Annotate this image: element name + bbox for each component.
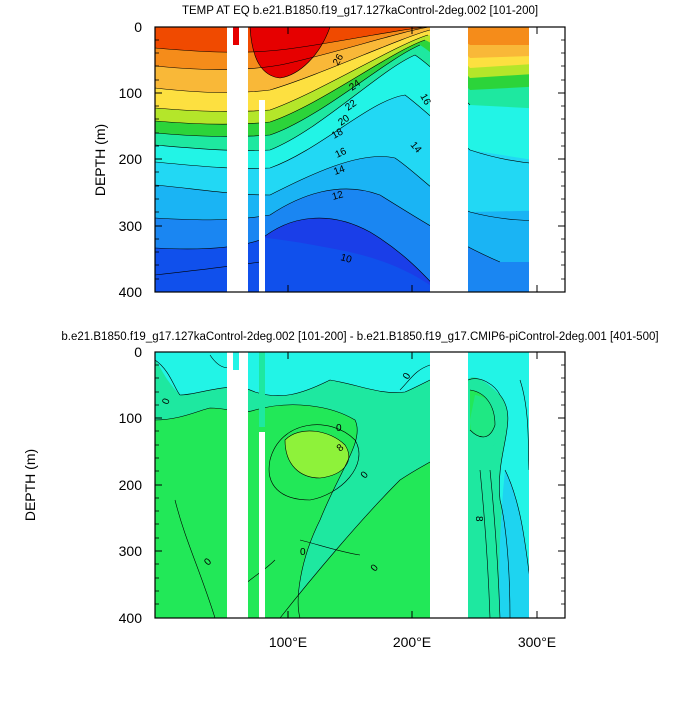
- top-ylabel: DEPTH (m): [92, 124, 108, 196]
- bottom-ylabel: DEPTH (m): [22, 449, 38, 521]
- bottom-band-negative-right: [499, 470, 530, 618]
- bottom-clabel: 0: [300, 547, 306, 558]
- top-clabel: 18: [330, 126, 346, 141]
- top-title: TEMP AT EQ b.e21.B1850.f19_g17.127kaCont…: [182, 5, 538, 17]
- bottom-clabel: 0: [369, 562, 381, 574]
- top-ytick-label: 400: [119, 284, 143, 300]
- bottom-clabel: 8: [473, 516, 484, 522]
- bottom-clabel: 0: [359, 469, 371, 481]
- bottom-ytick-label: 300: [119, 543, 143, 559]
- top-panel: TEMP AT EQ b.e21.B1850.f19_g17.127kaCont…: [92, 5, 566, 300]
- bottom-clabel: 0: [160, 397, 172, 406]
- bottom-ytick-label: 400: [119, 610, 143, 626]
- bottom-title: b.e21.B1850.f19_g17.127kaControl-2deg.00…: [61, 331, 658, 343]
- bottom-clabel: 8: [335, 442, 347, 454]
- bottom-xtick-label: 300°E: [518, 634, 556, 650]
- top-contour-lines: [155, 27, 565, 292]
- bottom-band-max: [285, 430, 349, 478]
- top-ytick-label: 100: [119, 85, 143, 101]
- top-band-10: [155, 233, 440, 292]
- top-clabel: 10: [339, 252, 353, 266]
- top-contour-field: [155, 27, 565, 292]
- bottom-panel: b.e21.B1850.f19_g17.127kaControl-2deg.00…: [22, 331, 659, 650]
- top-ytick-label: 300: [119, 218, 143, 234]
- bottom-contour-field: [155, 352, 565, 618]
- bottom-ytick-label: 200: [119, 477, 143, 493]
- bottom-xtick-label: 200°E: [393, 634, 431, 650]
- bottom-contour-lines: [155, 354, 531, 618]
- bottom-clabel: 0: [401, 371, 414, 382]
- top-x-axis: [287, 27, 538, 292]
- bottom-ytick-label: 0: [134, 344, 142, 360]
- bottom-x-axis: 100°E 200°E 300°E: [269, 352, 556, 650]
- bottom-band-positive-east2: [470, 395, 501, 449]
- bottom-band-positive-right: [280, 462, 430, 618]
- top-missing-regions: [227, 27, 565, 292]
- top-clabel: 26: [331, 52, 346, 68]
- top-clabel: 16: [334, 146, 349, 161]
- top-ytick-label: 0: [134, 19, 142, 35]
- top-clabel: 12: [331, 189, 345, 203]
- top-clabel: 14: [332, 164, 347, 178]
- bottom-y-axis: 0 100 200 300 400: [119, 344, 565, 626]
- top-y-axis: 0 100 200 300 400: [119, 19, 565, 300]
- bottom-ytick-label: 100: [119, 410, 143, 426]
- top-clabel: 16: [417, 92, 432, 108]
- bottom-clabel: 0: [336, 423, 342, 434]
- top-ytick-label: 200: [119, 151, 143, 167]
- top-band-23: [250, 27, 330, 78]
- bottom-xtick-label: 100°E: [269, 634, 307, 650]
- bottom-missing-regions: [227, 352, 565, 618]
